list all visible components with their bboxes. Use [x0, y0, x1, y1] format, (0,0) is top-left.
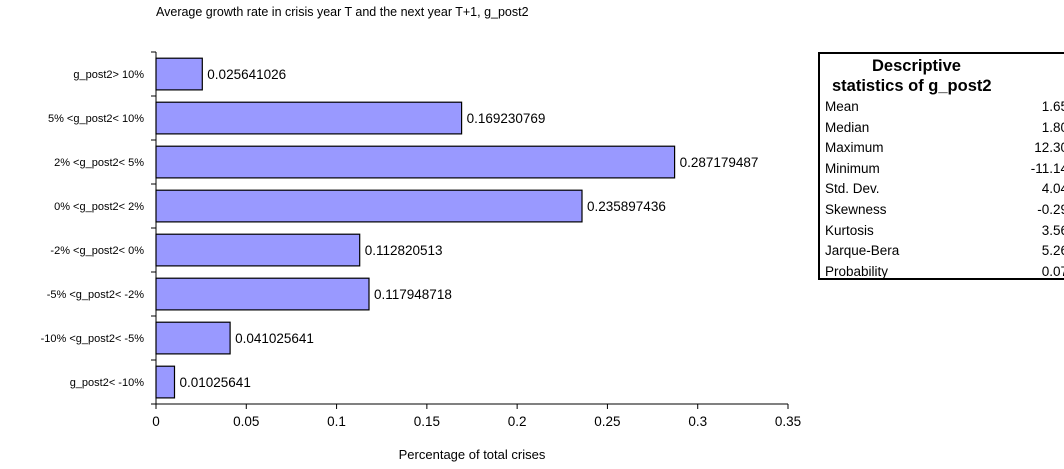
stats-row-label: Maximum: [825, 140, 884, 156]
stats-row-value: 3.56: [1041, 222, 1064, 238]
stats-row-value: 5.26: [1041, 243, 1064, 259]
bar-0: [155, 57, 203, 91]
stats-row: Std. Dev. 4.04: [820, 178, 1064, 200]
stats-row-label: Probability: [825, 263, 889, 279]
category-label: 0% <g_post2< 2%: [54, 201, 144, 213]
stats-row: Minimum -11.14: [820, 158, 1064, 180]
stats-row-value: 0.07: [1041, 263, 1064, 279]
bars-layer: [155, 57, 676, 399]
data-label: 0.112820513: [365, 243, 443, 258]
x-tick-label: 0.25: [594, 414, 620, 429]
bar-1: [155, 101, 463, 135]
stats-row: Jarque-Bera 5.26: [820, 240, 1064, 262]
stats-title-line2: statistics of g_post2: [832, 77, 992, 95]
category-label: -5% <g_post2< -2%: [47, 289, 144, 301]
stats-row-label: Skewness: [825, 202, 887, 217]
stats-row-label: Minimum: [825, 160, 880, 176]
stats-row-value: 4.04: [1041, 181, 1064, 197]
category-label: -2% <g_post2< 0%: [50, 245, 144, 257]
stats-row: Probability 0.07: [820, 261, 1064, 279]
stats-title-line1: Descriptive: [872, 57, 961, 75]
data-label: 0.117948718: [374, 287, 452, 302]
x-tick-label: 0.05: [233, 414, 259, 429]
category-label: 5% <g_post2< 10%: [48, 113, 144, 125]
stats-row-label: Jarque-Bera: [825, 243, 900, 259]
stats-row: Mean 1.65: [820, 96, 1064, 118]
x-tick-label: 0.35: [775, 414, 801, 429]
stats-row-value: 1.80: [1041, 119, 1064, 135]
stats-row-value: -11.14: [1030, 160, 1064, 176]
descriptive-statistics-table: Descriptive statistics of g_post2 Mean 1.…: [818, 52, 1064, 280]
stats-row-value: -0.29: [1037, 202, 1064, 217]
stats-row-value: 12.30: [1034, 140, 1064, 156]
stats-row-label: Std. Dev.: [825, 181, 880, 197]
bar-5: [155, 277, 370, 311]
x-axis-title: Percentage of total crises: [399, 447, 546, 462]
stats-row-label: Mean: [825, 99, 859, 114]
bar-4: [155, 233, 361, 267]
bar-3: [155, 189, 583, 223]
stats-row-label: Kurtosis: [825, 222, 874, 238]
data-label: 0.235897436: [587, 199, 666, 214]
labels-layer: g_post2> 10% 0.025641026 5% <g_post2< 10% 0…: [41, 67, 802, 429]
x-tick-label: 0.1: [327, 414, 346, 429]
stats-row: Maximum 12.30: [820, 137, 1064, 159]
x-tick-label: 0.3: [688, 414, 707, 429]
data-label: 0.025641026: [207, 67, 286, 82]
category-label: g_post2> 10%: [73, 69, 144, 81]
data-label: 0.287179487: [680, 155, 759, 170]
axes-layer: [151, 51, 789, 409]
stats-row-value: 1.65: [1041, 99, 1064, 114]
data-label: 0.169230769: [467, 111, 546, 126]
category-label: 2% <g_post2< 5%: [54, 157, 144, 169]
bar-2: [155, 145, 676, 179]
bar-7: [155, 365, 176, 399]
bar-6: [155, 321, 231, 355]
x-tick-label: 0.15: [414, 414, 440, 429]
stats-row: Skewness -0.29: [820, 199, 1064, 221]
stats-row: Median 1.80: [820, 117, 1064, 139]
stats-row: Kurtosis 3.56: [820, 220, 1064, 242]
stats-row-label: Median: [825, 119, 870, 135]
data-label: 0.041025641: [235, 331, 314, 346]
category-label: -10% <g_post2< -5%: [41, 333, 145, 345]
chart-title: Average growth rate in crisis year T and…: [156, 5, 529, 19]
data-label: 0.01025641: [180, 375, 251, 390]
category-label: g_post2< -10%: [70, 377, 145, 389]
x-tick-label: 0: [152, 414, 160, 429]
x-tick-label: 0.2: [508, 414, 527, 429]
